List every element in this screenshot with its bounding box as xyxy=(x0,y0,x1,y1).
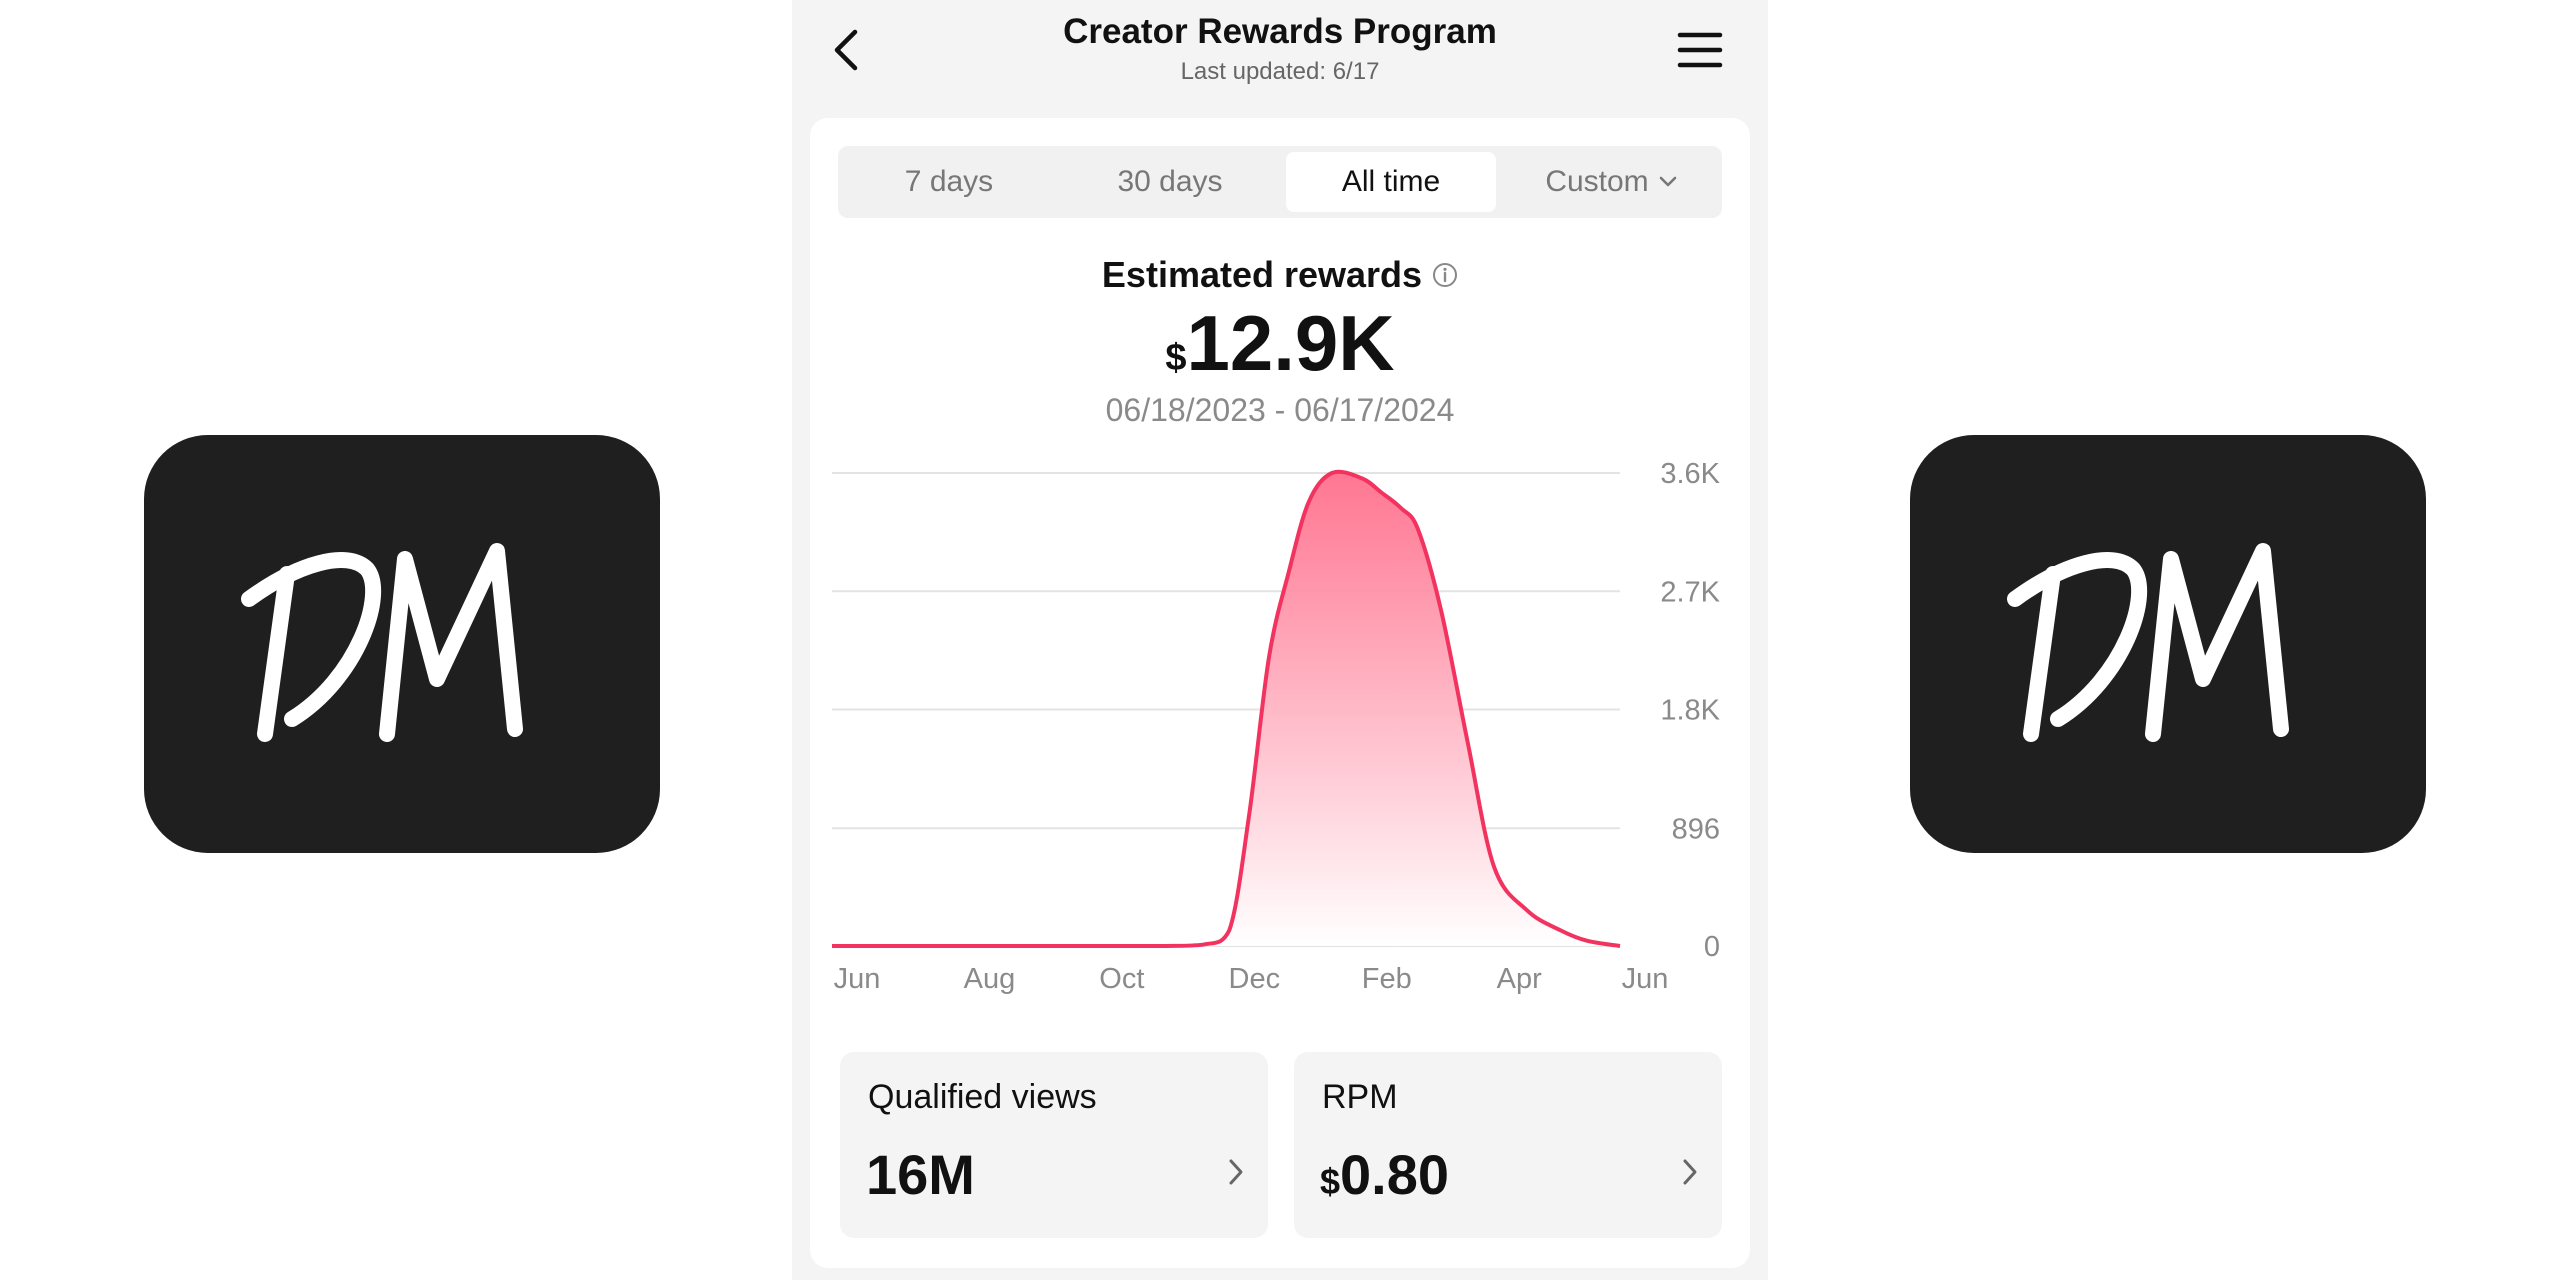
tab-30-days[interactable]: 30 days xyxy=(1117,165,1223,198)
dm-monogram-icon xyxy=(241,543,523,742)
rpm-card[interactable]: RPM $0.80 xyxy=(1294,1052,1722,1238)
rewards-area-chart: 0 896 1.8K 2.7K 3.6K Jun Aug Oct Dec Feb Apr Jun xyxy=(831,458,1721,995)
last-updated: Last updated: 6/17 xyxy=(1180,58,1380,85)
y-tick-label: 1.8K xyxy=(1660,695,1720,727)
chevron-down-icon xyxy=(1659,176,1677,188)
date-range-tabs: 7 days 30 days All time Custom xyxy=(838,146,1722,218)
dm-logo-right xyxy=(1910,435,2426,853)
x-tick-label: Aug xyxy=(964,963,1016,995)
y-tick-label: 896 xyxy=(1672,813,1720,845)
x-tick-label: Feb xyxy=(1362,963,1412,995)
back-button[interactable] xyxy=(818,22,874,78)
chevron-right-icon xyxy=(1682,1158,1698,1186)
hamburger-menu-icon xyxy=(1677,32,1723,68)
tab-all-time[interactable]: All time xyxy=(1286,152,1496,212)
qualified-views-card[interactable]: Qualified views 16M xyxy=(840,1052,1268,1238)
x-tick-label: Oct xyxy=(1099,963,1144,995)
top-bar: Creator Rewards Program Last updated: 6/… xyxy=(792,0,1768,110)
qualified-views-number: 16M xyxy=(866,1143,975,1206)
phone-screen: Creator Rewards Program Last updated: 6/… xyxy=(792,0,1768,1280)
qualified-views-value: 16M xyxy=(866,1142,975,1207)
estimated-rewards-heading: Estimated rewards xyxy=(810,254,1750,296)
rpm-currency: $ xyxy=(1320,1161,1341,1202)
currency-symbol: $ xyxy=(1165,337,1187,379)
x-tick-label: Jun xyxy=(1622,963,1669,995)
menu-button[interactable] xyxy=(1672,24,1728,76)
area-fill xyxy=(832,471,1620,946)
rewards-value: 12.9K xyxy=(1186,299,1395,387)
y-tick-label: 2.7K xyxy=(1660,576,1720,608)
chevron-right-icon xyxy=(1228,1158,1244,1186)
dm-logo-left xyxy=(144,435,660,853)
rpm-value: $0.80 xyxy=(1320,1142,1449,1207)
x-tick-label: Apr xyxy=(1497,963,1542,995)
chevron-left-icon xyxy=(834,29,858,71)
y-tick-label: 0 xyxy=(1704,931,1720,963)
dm-monogram-icon xyxy=(2007,543,2289,742)
qualified-views-label: Qualified views xyxy=(868,1078,1097,1116)
page-title: Creator Rewards Program xyxy=(1063,12,1497,51)
x-tick-label: Jun xyxy=(834,963,881,995)
rpm-label: RPM xyxy=(1322,1078,1398,1116)
date-range-text: 06/18/2023 - 06/17/2024 xyxy=(1105,392,1455,428)
tab-custom-label: Custom xyxy=(1545,165,1649,198)
info-icon[interactable] xyxy=(1432,262,1458,288)
estimated-rewards-label: Estimated rewards xyxy=(1101,254,1423,295)
estimated-rewards-amount: $12.9K xyxy=(810,298,1750,389)
tab-7-days[interactable]: 7 days xyxy=(904,165,994,198)
tab-custom[interactable]: Custom xyxy=(1506,152,1716,212)
series-line xyxy=(831,469,1621,948)
rewards-card: 7 days 30 days All time Custom Estimated… xyxy=(810,118,1750,1268)
y-tick-label: 3.6K xyxy=(1660,458,1720,490)
x-tick-label: Dec xyxy=(1229,963,1281,995)
rpm-number: 0.80 xyxy=(1340,1143,1450,1206)
